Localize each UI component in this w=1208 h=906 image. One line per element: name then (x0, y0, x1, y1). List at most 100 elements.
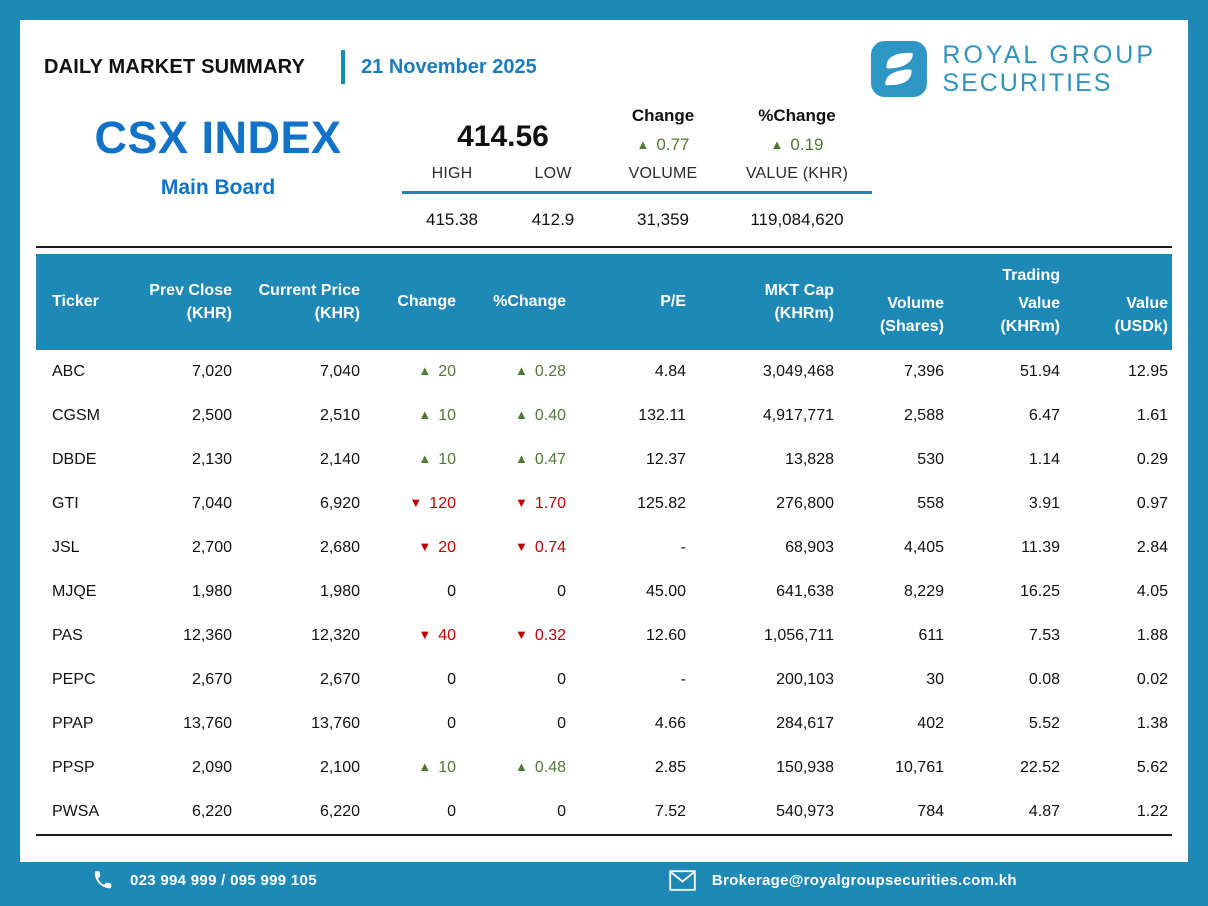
cell-pct-change: ▼ 0.74 (514, 539, 566, 556)
cell-trading-value: 11.39 (1021, 539, 1060, 556)
index-board: Main Board (160, 176, 276, 199)
cell-pe: 12.60 (645, 627, 686, 644)
cell-volume: 7,396 (903, 363, 944, 380)
col-sublabel: (KHRm) (1000, 317, 1060, 335)
title-group: DAILY MARKET SUMMARY 21 November 2025 (44, 50, 537, 84)
royal-group-logo-icon (870, 40, 928, 98)
cell-pct-change: ▲ 0.48 (514, 759, 566, 776)
index-stat-values: 415.38 412.9 31,359 119,084,620 (402, 194, 872, 230)
cell-trading-value: 22.52 (1019, 759, 1060, 776)
cell-current-price: 2,510 (319, 407, 360, 424)
cell-current-price: 6,920 (319, 495, 360, 512)
cell-change: ▲ 10 (418, 451, 456, 468)
index-title-block: CSX INDEX Main Board (62, 106, 374, 230)
down-triangle-icon: ▼ (418, 627, 432, 642)
cell-value-usd: 1.61 (1136, 407, 1168, 424)
table-header-row: Ticker Prev Close (KHR) Current Price (K… (36, 254, 1172, 350)
cell-pe: 45.00 (645, 583, 686, 600)
cell-value-usd: 12.95 (1127, 363, 1168, 380)
col-header-current-price: Current Price (KHR) (236, 254, 364, 350)
up-triangle-icon: ▲ (514, 451, 528, 466)
cell-volume: 30 (926, 671, 944, 688)
up-triangle-icon: ▲ (418, 451, 432, 466)
footer-phone-numbers: 023 994 999 / 095 999 105 (130, 871, 317, 889)
table-body: ABC 7,020 7,040 ▲ 20 ▲ 0.28 4.84 3,049,468… (36, 350, 1172, 834)
table-bottom-rule (36, 834, 1172, 836)
down-triangle-icon: ▼ (409, 495, 423, 510)
cell-prev-close: 7,040 (191, 495, 232, 512)
cell-prev-close: 7,020 (191, 363, 232, 380)
cell-ticker: PEPC (52, 671, 96, 688)
cell-mkt-cap: 1,056,711 (764, 627, 834, 644)
stocks-table: Ticker Prev Close (KHR) Current Price (K… (20, 246, 1188, 836)
stat-value-high: 415.38 (426, 210, 478, 229)
cell-current-price: 2,680 (319, 539, 360, 556)
pct-change-label: %Change (758, 106, 836, 125)
envelope-icon (669, 869, 696, 891)
index-value: 414.56 (457, 120, 549, 153)
report-page: DAILY MARKET SUMMARY 21 November 2025 RO… (20, 20, 1188, 898)
stat-value-value: 119,084,620 (750, 210, 844, 229)
cell-change: 0 (447, 583, 456, 600)
cell-mkt-cap: 200,103 (776, 671, 834, 688)
cell-volume: 8,229 (903, 583, 944, 600)
cell-pct-change: 0 (557, 583, 566, 600)
col-label: P/E (660, 293, 686, 311)
cell-current-price: 6,220 (319, 803, 360, 820)
cell-volume: 402 (917, 715, 944, 732)
table-row: PPSP 2,090 2,100 ▲ 10 ▲ 0.48 2.85 150,938 … (36, 746, 1172, 790)
cell-ticker: PPSP (52, 759, 95, 776)
brand-name-line1: ROYAL GROUP (942, 41, 1156, 69)
change-label: Change (631, 106, 695, 125)
index-headline-row: 414.56 Change ▲ 0.77 %Change ▲ 0.19 (402, 106, 872, 155)
up-triangle-icon: ▲ (514, 363, 528, 378)
table-row: PWSA 6,220 6,220 0 0 7.52 540,973 784 4.… (36, 790, 1172, 834)
col-header-ticker: Ticker (36, 254, 116, 350)
change-number: 0.77 (656, 135, 690, 154)
brand-text: ROYAL GROUP SECURITIES (942, 41, 1156, 97)
up-triangle-icon: ▲ (770, 137, 784, 152)
index-stats-block: 414.56 Change ▲ 0.77 %Change ▲ 0.19 HIGH L… (402, 106, 872, 230)
table-row: DBDE 2,130 2,140 ▲ 10 ▲ 0.47 12.37 13,828 … (36, 438, 1172, 482)
cell-trading-value: 3.91 (1028, 495, 1060, 512)
cell-change: ▼ 40 (418, 627, 456, 644)
cell-pct-change: ▲ 0.28 (514, 363, 566, 380)
cell-pct-change: ▲ 0.40 (514, 407, 566, 424)
col-header-value-usd: Value (USDk) (1064, 254, 1172, 350)
col-sublabel: (Shares) (879, 317, 944, 335)
cell-pct-change: 0 (557, 671, 566, 688)
cell-pe: 4.84 (654, 363, 686, 380)
col-header-change: Change (364, 254, 460, 350)
col-sublabel: (KHR) (314, 305, 360, 322)
cell-trading-value: 16.25 (1019, 583, 1060, 600)
cell-change: ▼ 120 (409, 495, 456, 512)
col-label: Volume (887, 294, 944, 312)
cell-prev-close: 2,670 (191, 671, 232, 688)
up-triangle-icon: ▲ (418, 407, 432, 422)
cell-prev-close: 2,700 (191, 539, 232, 556)
brand-name-line2: SECURITIES (942, 69, 1113, 97)
cell-trading-value: 0.08 (1028, 671, 1060, 688)
pct-change-number: 0.19 (790, 135, 824, 154)
cell-value-usd: 1.38 (1136, 715, 1168, 732)
col-label-group: Value (KHRm) (1000, 292, 1060, 338)
col-header-pct-change: %Change (460, 254, 570, 350)
index-section: CSX INDEX Main Board 414.56 Change ▲ 0.77… (20, 98, 1188, 230)
cell-ticker: JSL (52, 539, 80, 556)
cell-prev-close: 13,760 (183, 715, 232, 732)
col-header-trading-value: Trading Value (KHRm) (948, 254, 1064, 350)
cell-current-price: 2,140 (319, 451, 360, 468)
cell-pct-change: ▲ 0.47 (514, 451, 566, 468)
cell-mkt-cap: 13,828 (785, 451, 834, 468)
cell-mkt-cap: 276,800 (776, 495, 834, 512)
pct-change-value: ▲ 0.19 (771, 135, 824, 154)
cell-volume: 2,588 (903, 407, 944, 424)
col-sublabel: (KHR) (186, 305, 232, 322)
stat-value-volume: 31,359 (637, 210, 689, 229)
cell-prev-close: 6,220 (191, 803, 232, 820)
index-name: CSX INDEX (94, 112, 342, 163)
up-triangle-icon: ▲ (636, 137, 650, 152)
cell-trading-value: 5.52 (1028, 715, 1060, 732)
cell-change: ▲ 10 (418, 407, 456, 424)
table-row: PEPC 2,670 2,670 0 0 - 200,103 30 0.08 0… (36, 658, 1172, 702)
